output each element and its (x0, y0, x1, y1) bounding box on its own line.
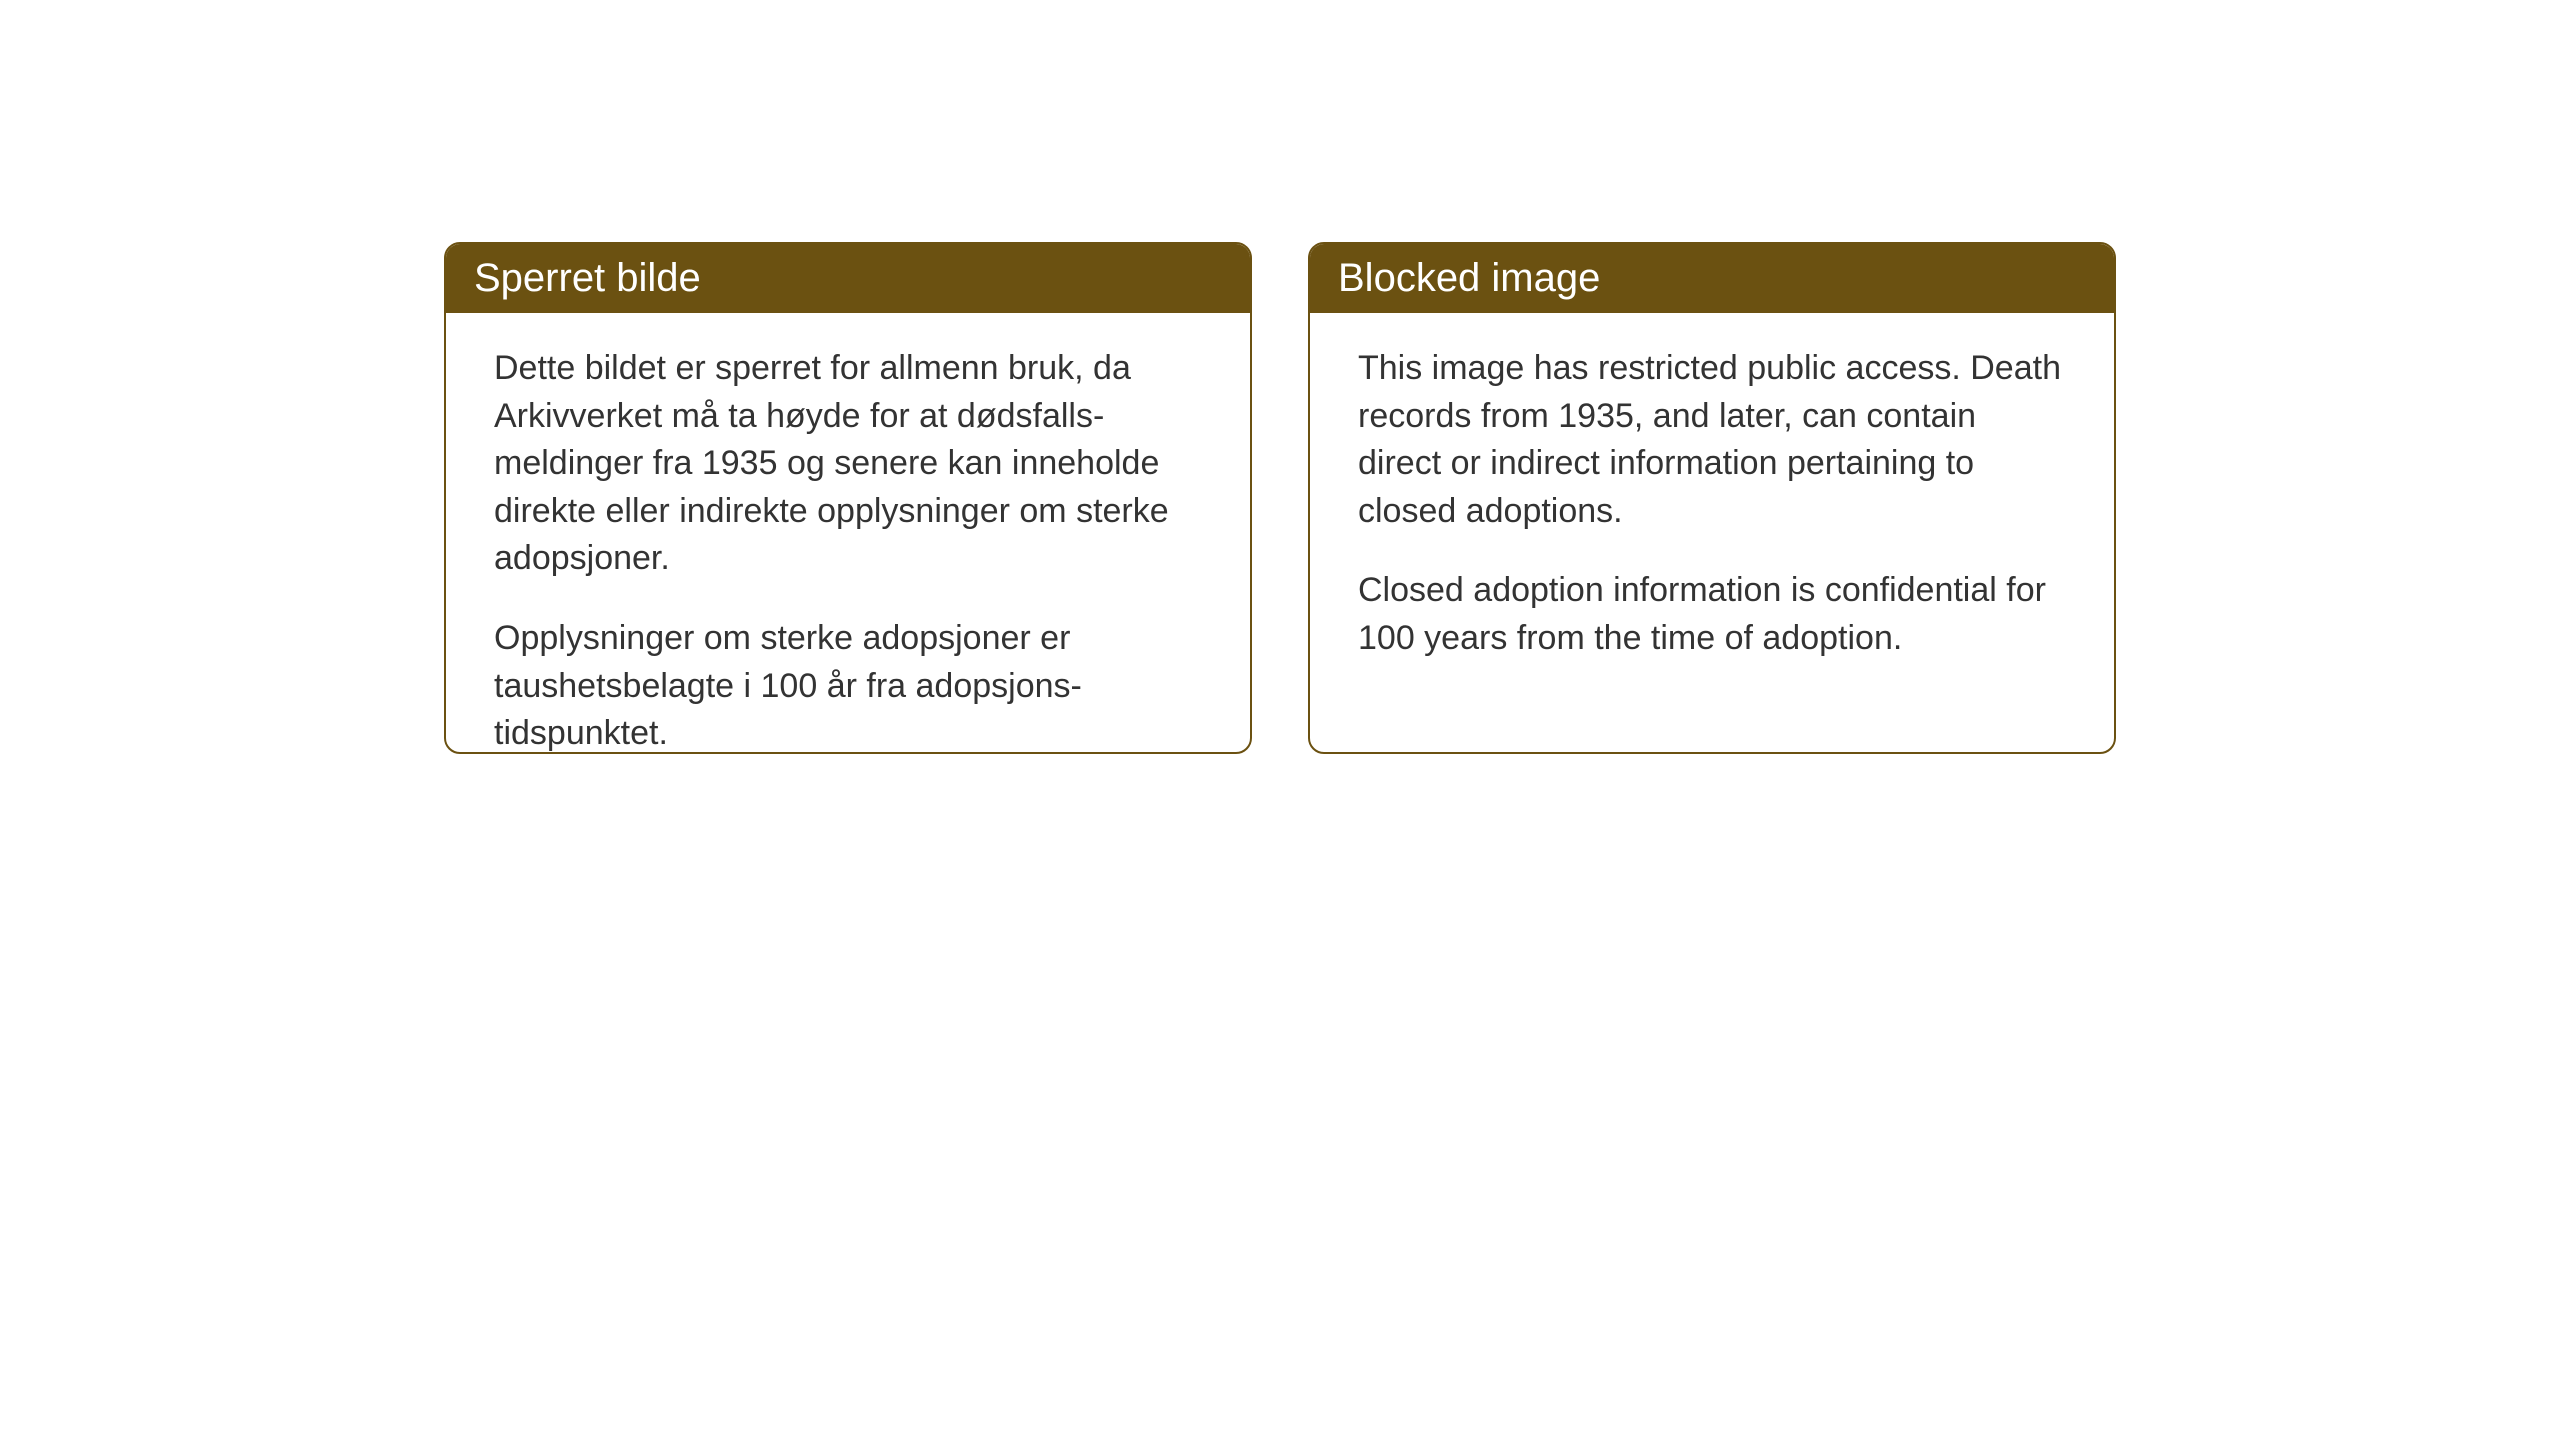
message-cards-container: Sperret bilde Dette bildet er sperret fo… (444, 242, 2116, 754)
english-card: Blocked image This image has restricted … (1308, 242, 2116, 754)
norwegian-paragraph-1: Dette bildet er sperret for allmenn bruk… (494, 345, 1202, 583)
english-card-title: Blocked image (1338, 256, 1600, 300)
english-paragraph-1: This image has restricted public access.… (1358, 345, 2066, 535)
norwegian-card-header: Sperret bilde (446, 244, 1250, 313)
english-card-body: This image has restricted public access.… (1310, 313, 2114, 711)
norwegian-card: Sperret bilde Dette bildet er sperret fo… (444, 242, 1252, 754)
english-card-header: Blocked image (1310, 244, 2114, 313)
norwegian-paragraph-2: Opplysninger om sterke adopsjoner er tau… (494, 615, 1202, 754)
norwegian-card-title: Sperret bilde (474, 256, 701, 300)
norwegian-card-body: Dette bildet er sperret for allmenn bruk… (446, 313, 1250, 754)
english-paragraph-2: Closed adoption information is confident… (1358, 567, 2066, 662)
